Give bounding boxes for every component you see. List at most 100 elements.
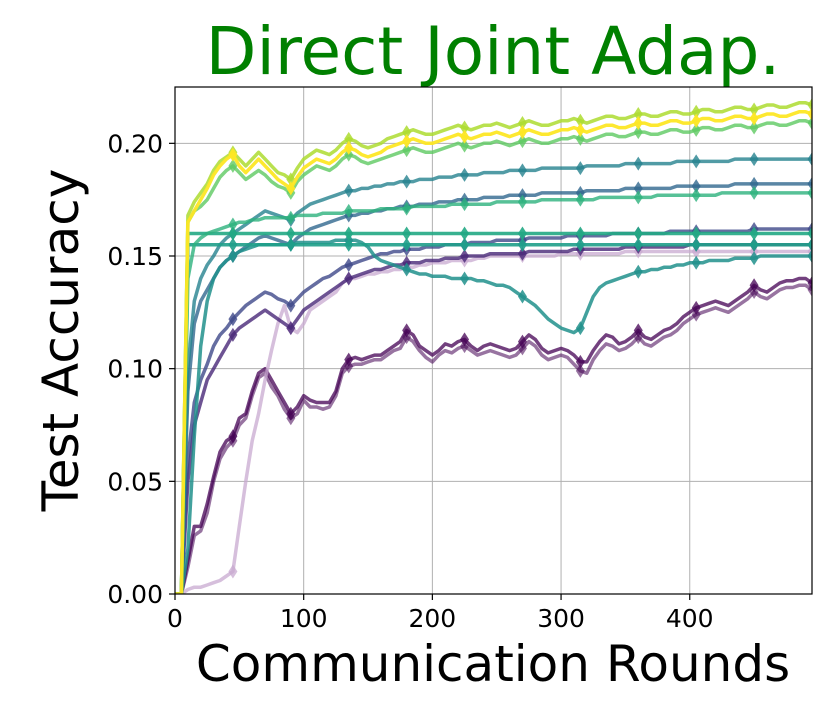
series-marker	[749, 102, 759, 117]
series-marker	[344, 359, 354, 374]
series-marker	[402, 134, 412, 149]
series-marker	[575, 321, 585, 336]
series-line-5	[175, 182, 812, 594]
y-tick-label: 0.20	[107, 129, 163, 158]
series-marker	[344, 183, 354, 198]
series-line-8	[175, 242, 812, 594]
series-marker	[286, 210, 296, 225]
series-marker	[286, 411, 296, 426]
series-marker	[807, 226, 812, 241]
series-marker	[344, 203, 354, 218]
series-marker	[344, 258, 354, 273]
series-line-11	[175, 119, 812, 594]
series-marker	[228, 312, 238, 327]
series-marker	[517, 246, 527, 261]
series-marker	[460, 271, 470, 286]
series-marker	[344, 237, 354, 252]
series-marker	[633, 226, 643, 241]
series-marker	[344, 226, 354, 241]
series-marker	[460, 120, 470, 135]
series-marker	[807, 176, 812, 191]
series-marker	[633, 237, 643, 252]
series-marker	[807, 185, 812, 200]
series-line-12	[175, 101, 812, 594]
series-marker	[286, 298, 296, 313]
series-marker	[575, 363, 585, 378]
series-marker	[517, 194, 527, 209]
series-marker	[517, 341, 527, 356]
x-tick-label: 300	[537, 604, 585, 633]
series-marker	[575, 226, 585, 241]
series-marker	[633, 107, 643, 122]
series-marker	[691, 237, 701, 252]
series-marker	[402, 125, 412, 140]
series-marker	[402, 237, 412, 252]
series-marker	[575, 161, 585, 176]
series-marker	[633, 181, 643, 196]
series-marker	[228, 217, 238, 232]
series-marker	[460, 129, 470, 144]
series-marker	[228, 327, 238, 342]
series-marker	[228, 147, 238, 162]
series-marker	[691, 113, 701, 128]
series-marker	[575, 131, 585, 146]
series-marker	[633, 116, 643, 131]
series-line-2	[175, 249, 812, 594]
series-marker	[402, 143, 412, 158]
y-tick-label: 0.15	[107, 242, 163, 271]
series-marker	[228, 237, 238, 252]
x-tick-label: 100	[280, 604, 328, 633]
series-line-9	[175, 231, 812, 594]
series-marker	[691, 307, 701, 322]
series-marker	[344, 131, 354, 146]
series-marker	[344, 271, 354, 286]
series-marker	[402, 262, 412, 277]
series-marker	[691, 154, 701, 169]
series-marker	[402, 226, 412, 241]
series-marker	[402, 201, 412, 216]
series-line-13	[175, 110, 812, 594]
series-marker	[691, 255, 701, 270]
series-marker	[691, 179, 701, 194]
series-marker	[749, 120, 759, 135]
series-marker	[228, 158, 238, 173]
x-tick-label: 200	[409, 604, 457, 633]
series-marker	[228, 433, 238, 448]
series-line-4	[175, 227, 812, 594]
chart-title: Direct Joint Adap.	[206, 13, 781, 90]
series-marker	[633, 330, 643, 345]
series-marker	[691, 104, 701, 119]
series-marker	[286, 181, 296, 196]
series-line-10	[175, 191, 812, 594]
series-marker	[807, 98, 812, 113]
axis-ticks: 0 100 200 300 400 0.00 0.05 0.10 0.15 0.20	[107, 129, 713, 633]
y-tick-label: 0.05	[107, 467, 163, 496]
series-line-1	[175, 283, 812, 594]
series-marker	[228, 249, 238, 263]
series-marker	[749, 237, 759, 252]
series-marker	[228, 564, 238, 579]
series-marker	[575, 354, 585, 369]
series-marker	[460, 249, 470, 263]
series-marker	[575, 122, 585, 137]
series-marker	[633, 125, 643, 140]
series-marker	[460, 138, 470, 153]
series-marker	[749, 285, 759, 300]
series-marker	[517, 237, 527, 252]
series-marker	[517, 163, 527, 178]
series-marker	[460, 237, 470, 252]
series-marker	[460, 197, 470, 212]
series-layer	[175, 98, 812, 594]
series-marker	[517, 134, 527, 149]
series-marker	[286, 226, 296, 241]
plot-frame	[174, 86, 813, 595]
series-marker	[807, 116, 812, 131]
series-marker	[807, 237, 812, 252]
x-tick-label: 0	[167, 604, 183, 633]
series-marker	[575, 192, 585, 207]
y-tick-label: 0.00	[107, 580, 163, 609]
series-marker	[749, 152, 759, 167]
series-marker	[633, 156, 643, 171]
series-marker	[575, 237, 585, 252]
